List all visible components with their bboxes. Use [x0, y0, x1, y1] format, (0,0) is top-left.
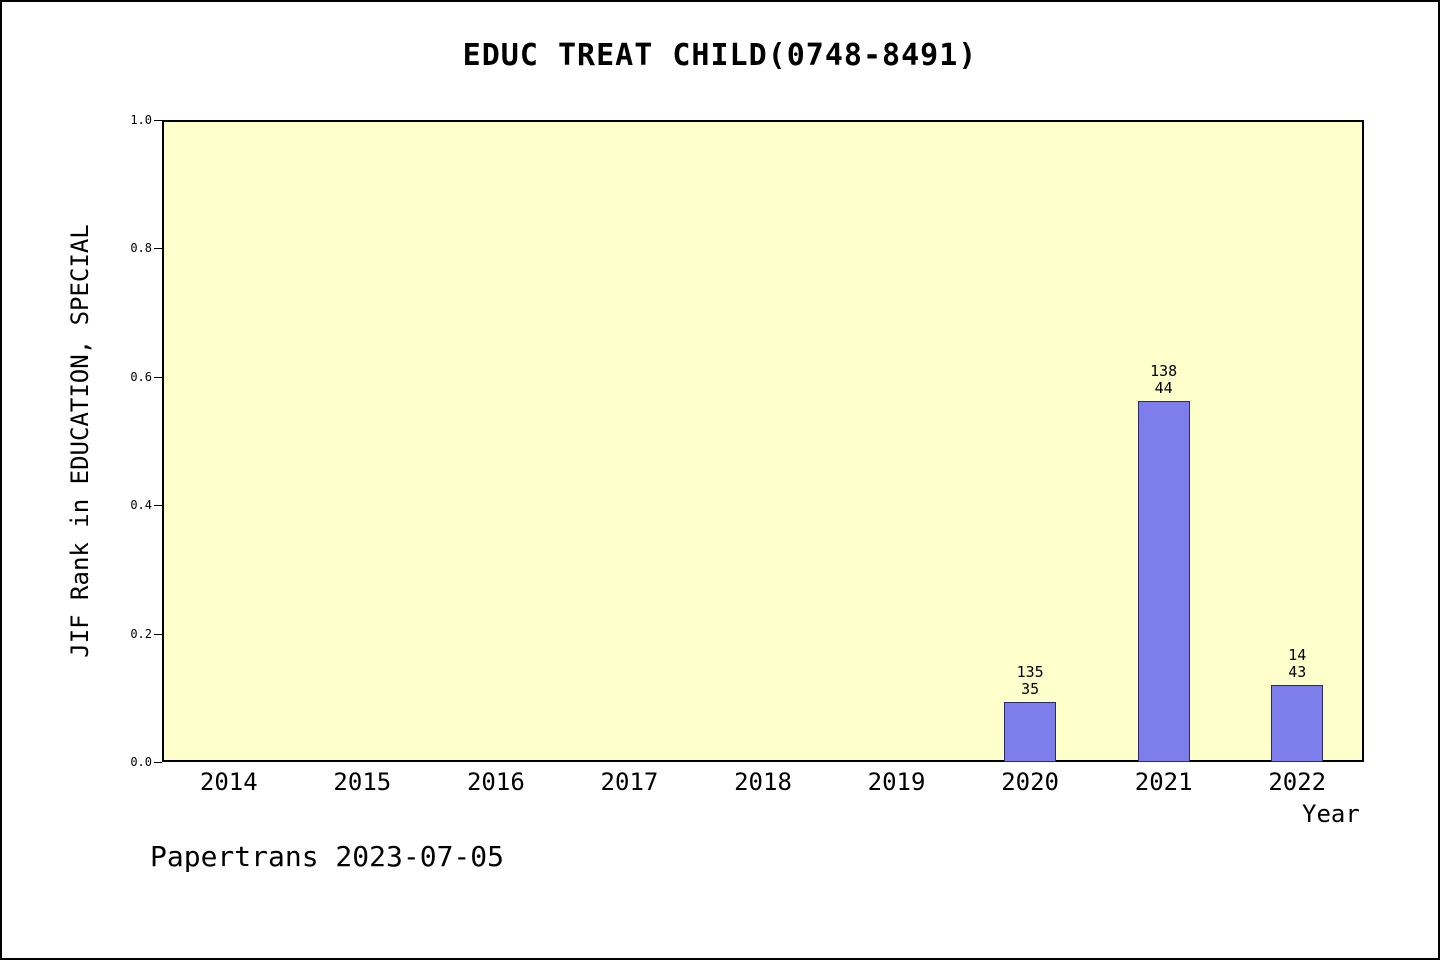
- bar-value-label: 135 35: [1016, 663, 1044, 699]
- xtick-label: 2021: [1134, 768, 1193, 796]
- ytick-mark: [154, 633, 162, 635]
- bar-value-label: 14 43: [1288, 645, 1307, 681]
- ytick-label: 0.4: [130, 498, 152, 513]
- ytick-mark: [154, 762, 162, 763]
- ytick-mark: [154, 505, 162, 507]
- xtick-label: 2019: [867, 768, 926, 796]
- ytick-label: 0.6: [130, 369, 152, 384]
- bar-2022: [1271, 684, 1324, 762]
- xtick-label: 2015: [333, 768, 392, 796]
- xtick-label: 2016: [466, 768, 525, 796]
- xtick-label: 2018: [734, 768, 792, 796]
- xtick-label: 2014: [199, 768, 258, 796]
- ytick-label: 0.2: [130, 626, 152, 641]
- ytick-mark: [154, 248, 162, 250]
- xtick-label: 2017: [600, 768, 659, 796]
- chart-title: EDUC TREAT CHILD(0748-8491): [462, 38, 978, 73]
- ytick-label: 0.0: [130, 755, 152, 769]
- bar-value-label: 138 44: [1150, 361, 1178, 397]
- xtick-label: 2022: [1268, 768, 1327, 796]
- ytick-label: 0.8: [130, 241, 152, 256]
- xtick-label: 2020: [1001, 768, 1060, 796]
- x-axis-label: Year: [1302, 800, 1360, 828]
- bar-2021: [1137, 400, 1190, 762]
- ytick-mark: [154, 376, 162, 378]
- bar-2020: [1004, 702, 1057, 762]
- ytick-label: 1.0: [130, 113, 152, 127]
- footer-note: Papertrans 2023-07-05: [150, 840, 505, 873]
- y-axis-label: JIF Rank in EDUCATION, SPECIAL: [66, 224, 94, 658]
- ytick-mark: [154, 120, 162, 121]
